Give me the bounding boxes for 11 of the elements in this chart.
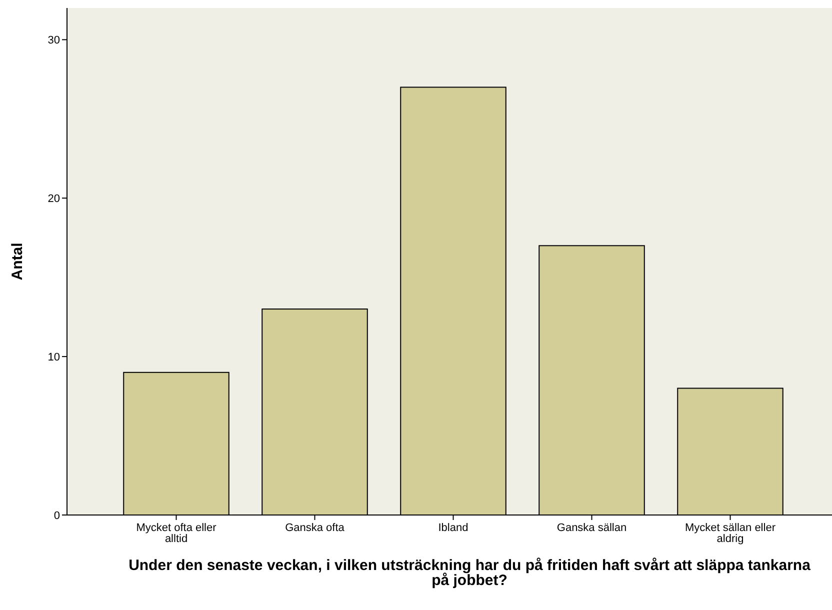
x-axis-title: Under den senaste veckan, i vilken utsträckning har du på fritiden haft svårt att släppa tankarna på jobbet? <box>128 557 812 589</box>
x-tick-label: Ganska ofta <box>285 522 346 534</box>
x-tick-label: Mycket ofta eller alltid <box>136 522 217 545</box>
y-tick-label: 0 <box>54 510 60 522</box>
x-tick-label: Ibland <box>438 522 468 534</box>
x-tick-label: Ganska sällan <box>556 522 627 534</box>
y-axis-title: Antal <box>9 242 26 280</box>
y-tick-label: 10 <box>48 351 60 364</box>
x-tick-label: Mycket sällan eller aldrig <box>685 522 776 545</box>
y-tick-label: 20 <box>48 192 60 205</box>
y-tick-label: 30 <box>48 34 60 47</box>
